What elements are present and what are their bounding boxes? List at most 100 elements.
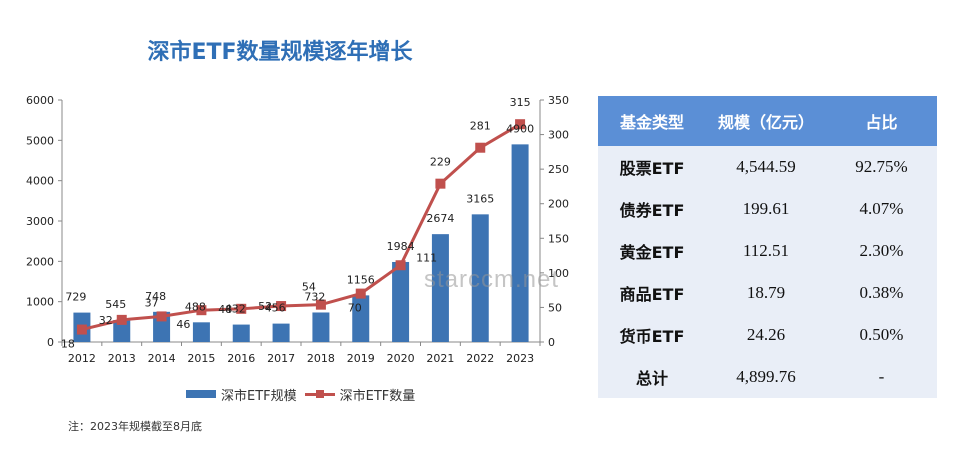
chart-legend: 深市ETF规模 深市ETF数量 <box>186 384 423 404</box>
legend-bar-swatch <box>186 390 216 398</box>
bar-data-label: 488 <box>185 300 206 313</box>
line-point <box>315 299 326 310</box>
table-cell-type: 货币ETF <box>619 327 685 346</box>
table-cell-share: 92.75% <box>855 157 908 176</box>
table-cell-type: 股票ETF <box>619 159 685 178</box>
legend-item-line: 深市ETF数量 <box>304 385 416 404</box>
x-tick-label: 2022 <box>466 352 494 365</box>
line-data-label: 70 <box>348 302 362 315</box>
table-header-cell: 占比 <box>826 96 937 146</box>
bar <box>471 214 489 342</box>
y-right-tick-label: 100 <box>548 267 569 280</box>
x-tick-label: 2015 <box>187 352 215 365</box>
bar <box>113 320 131 342</box>
table-header-cell: 规模（亿元） <box>706 96 826 146</box>
line-data-label: 54 <box>302 281 316 294</box>
y-left-tick-label: 0 <box>47 336 54 349</box>
line-point <box>515 119 526 130</box>
bar-data-label: 748 <box>145 290 166 303</box>
table-header-row: 基金类型 规模（亿元） 占比 <box>598 96 937 146</box>
line-point <box>395 260 406 271</box>
table-row: 黄金ETF 112.51 2.30% <box>598 230 937 272</box>
table-row: 股票ETF 4,544.59 92.75% <box>598 146 937 188</box>
table-row: 总计 4,899.76 - <box>598 356 937 398</box>
y-left-tick-label: 5000 <box>26 134 54 147</box>
y-left-tick-label: 1000 <box>26 296 54 309</box>
footnote: 注：2023年规模截至8月底 <box>68 420 202 433</box>
table-cell-scale: 4,899.76 <box>736 367 796 386</box>
bar-data-label: 545 <box>105 298 126 311</box>
line-data-label: 32 <box>99 314 113 327</box>
line-point <box>355 288 366 299</box>
y-right-tick-label: 150 <box>548 232 569 245</box>
line-data-label: 37 <box>145 296 159 309</box>
table-cell-share: - <box>878 367 885 386</box>
table-header-cell: 基金类型 <box>598 96 706 146</box>
line-data-label: 52 <box>258 300 272 313</box>
x-tick-label: 2016 <box>227 352 255 365</box>
legend-line-label: 深市ETF数量 <box>339 388 416 404</box>
chart-title: 深市ETF数量规模逐年增长 <box>147 40 413 65</box>
table-cell-share: 0.38% <box>859 283 904 302</box>
x-tick-label: 2017 <box>267 352 295 365</box>
bar <box>392 261 410 342</box>
bar-data-label: 2674 <box>426 212 454 225</box>
x-tick-label: 2018 <box>307 352 335 365</box>
x-tick-label: 2019 <box>347 352 375 365</box>
bar-data-label: 3165 <box>466 192 494 205</box>
bar <box>431 234 449 342</box>
y-left-tick-label: 3000 <box>26 215 54 228</box>
bar-data-label: 4900 <box>506 122 534 135</box>
y-left-tick-label: 6000 <box>26 94 54 107</box>
line-data-label: 18 <box>61 338 75 351</box>
table-cell-scale: 18.79 <box>746 283 786 302</box>
table-cell-scale: 24.26 <box>746 325 786 344</box>
y-left-tick-label: 4000 <box>26 175 54 188</box>
table-row: 债券ETF 199.61 4.07% <box>598 188 937 230</box>
bar-data-label: 1984 <box>387 240 415 253</box>
bar <box>511 144 529 342</box>
table-row: 商品ETF 18.79 0.38% <box>598 272 937 314</box>
line-point <box>76 324 87 335</box>
line-point <box>475 142 486 153</box>
bar-data-label: 432 <box>225 303 246 316</box>
bar <box>232 324 250 342</box>
bar-data-label: 456 <box>265 302 286 315</box>
line-point <box>156 311 167 322</box>
y-right-tick-label: 50 <box>548 301 562 314</box>
y-right-tick-label: 250 <box>548 163 569 176</box>
table-cell-type: 债券ETF <box>619 201 685 220</box>
line-point <box>276 301 287 312</box>
line-point <box>116 314 127 325</box>
line-data-label: 46 <box>176 318 190 331</box>
bar-data-label: 729 <box>65 291 86 304</box>
watermark: starccm.net <box>424 266 560 293</box>
table-cell-share: 0.50% <box>859 325 904 344</box>
x-tick-label: 2013 <box>108 352 136 365</box>
bar-data-label: 732 <box>304 290 325 303</box>
table-cell-type: 总计 <box>635 369 668 388</box>
x-tick-label: 2021 <box>426 352 454 365</box>
combo-chart: 0 1000 2000 3000 4000 5000 6000 0 50 100 150 200 250… <box>26 94 569 365</box>
table-cell-type: 商品ETF <box>619 285 685 304</box>
x-tick-label: 2020 <box>387 352 415 365</box>
x-tick-label: 2023 <box>506 352 534 365</box>
bar <box>272 323 290 342</box>
line-data-label: 315 <box>510 96 531 109</box>
bar <box>352 295 370 342</box>
table-cell-share: 4.07% <box>859 199 904 218</box>
table-cell-scale: 4,544.59 <box>736 157 796 176</box>
line-point <box>196 305 207 316</box>
etf-type-table: 基金类型 规模（亿元） 占比 股票ETF 4,544.59 92.75% 债券E… <box>598 96 937 398</box>
table-cell-type: 黄金ETF <box>619 243 685 262</box>
table-cell-scale: 199.61 <box>742 199 790 218</box>
y-right-tick-label: 350 <box>548 94 569 107</box>
y-right-tick-label: 200 <box>548 198 569 211</box>
x-tick-label: 2014 <box>148 352 176 365</box>
bar <box>192 322 210 342</box>
line-data-label: 281 <box>470 120 491 133</box>
y-right-tick-label: 0 <box>548 336 555 349</box>
table-cell-scale: 112.51 <box>742 241 790 260</box>
series-line <box>81 122 521 332</box>
legend-item-bar: 深市ETF规模 <box>186 385 297 404</box>
